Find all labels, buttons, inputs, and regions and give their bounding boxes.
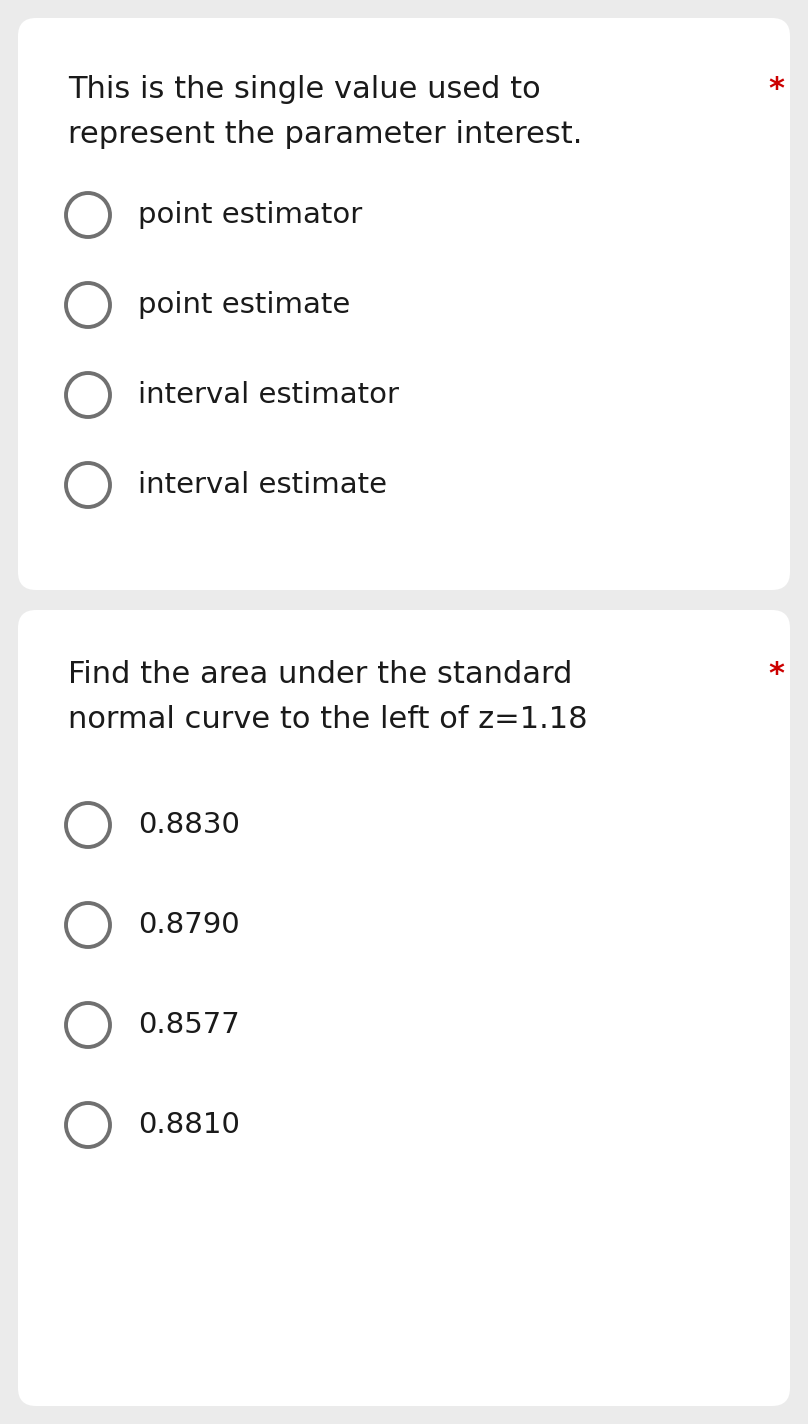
- Text: This is the single value used to: This is the single value used to: [68, 75, 541, 104]
- Text: 0.8577: 0.8577: [138, 1011, 240, 1040]
- Text: point estimator: point estimator: [138, 201, 362, 229]
- Text: interval estimator: interval estimator: [138, 382, 399, 409]
- FancyBboxPatch shape: [18, 609, 790, 1405]
- Text: 0.8810: 0.8810: [138, 1111, 240, 1139]
- FancyBboxPatch shape: [18, 19, 790, 590]
- Text: represent the parameter interest.: represent the parameter interest.: [68, 120, 583, 150]
- Text: *: *: [768, 75, 784, 104]
- Text: point estimate: point estimate: [138, 290, 350, 319]
- Text: Find the area under the standard: Find the area under the standard: [68, 659, 572, 689]
- Text: 0.8790: 0.8790: [138, 911, 240, 938]
- Text: interval estimate: interval estimate: [138, 471, 387, 498]
- Text: 0.8830: 0.8830: [138, 812, 240, 839]
- Text: normal curve to the left of z=1.18: normal curve to the left of z=1.18: [68, 705, 587, 733]
- Text: *: *: [768, 659, 784, 689]
